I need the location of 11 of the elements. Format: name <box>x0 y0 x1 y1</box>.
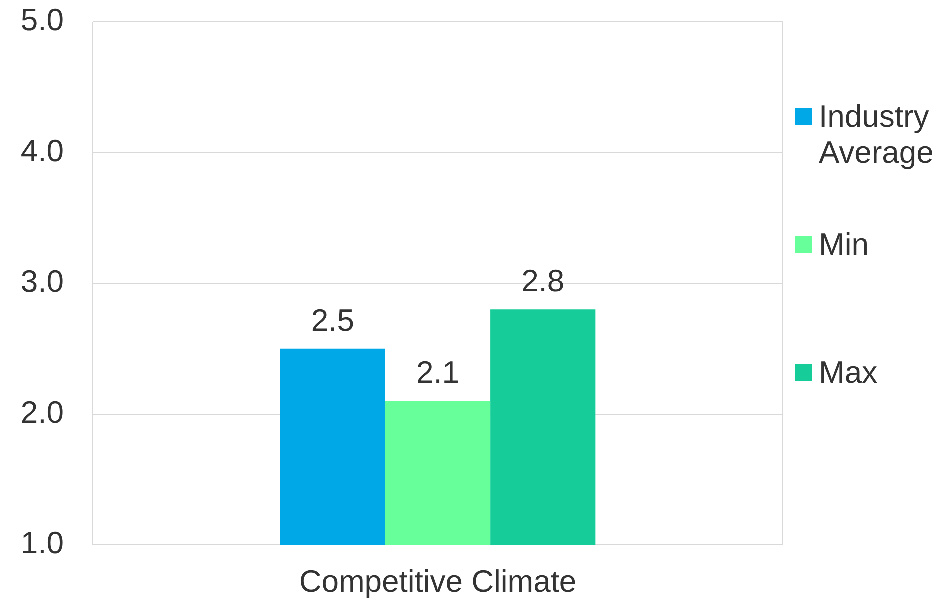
data-label: 2.1 <box>416 355 460 390</box>
legend-label: Max <box>819 355 878 391</box>
y-tick-label: 5.0 <box>20 2 64 38</box>
data-label: 2.5 <box>311 302 354 338</box>
legend-label: Min <box>819 227 869 263</box>
y-tick-label: 1.0 <box>20 526 64 561</box>
data-label: 2.8 <box>522 264 565 299</box>
y-tick-label: 4.0 <box>20 133 64 168</box>
y-tick-label: 3.0 <box>20 264 64 300</box>
legend-label: Industry Average <box>819 99 935 171</box>
y-tick-label: 2.0 <box>20 394 64 430</box>
